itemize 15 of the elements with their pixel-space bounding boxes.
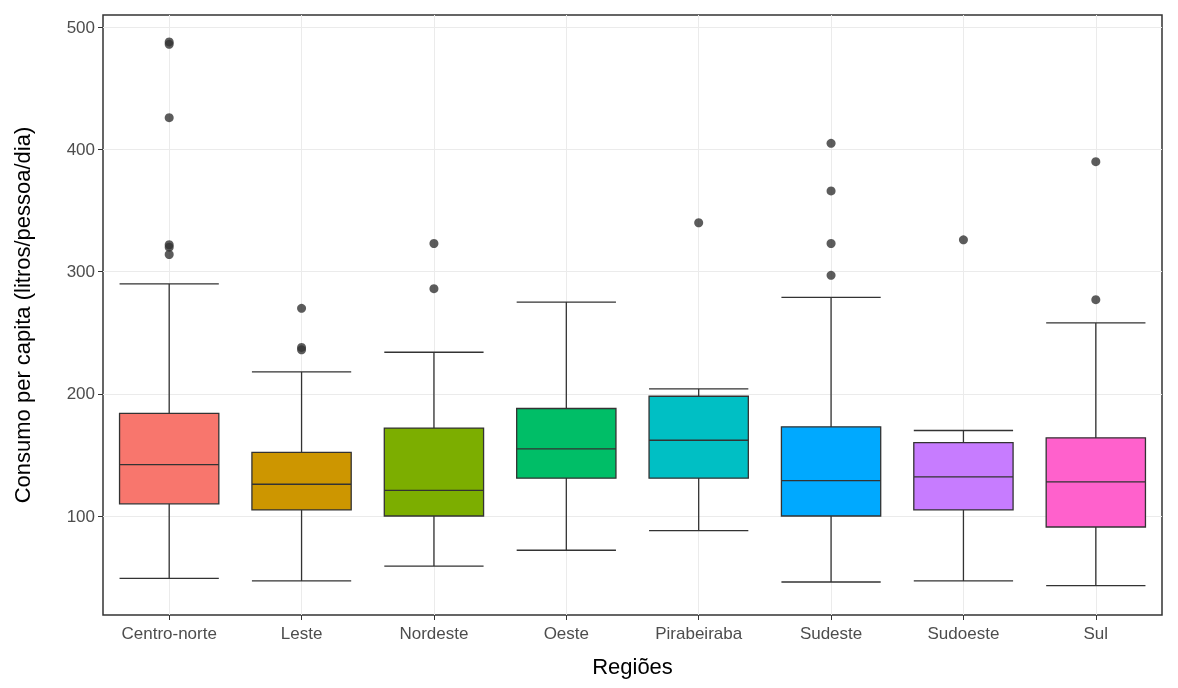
y-tick-label: 400 xyxy=(66,139,95,159)
y-tick-label: 300 xyxy=(66,262,95,282)
x-tick-label: Pirabeiraba xyxy=(655,624,743,643)
x-tick-label: Leste xyxy=(280,624,323,643)
x-tick-label: Centro-norte xyxy=(121,624,217,643)
x-axis-title: Regiões xyxy=(592,653,673,679)
y-tick-label: 200 xyxy=(66,384,95,404)
x-tick-label: Nordeste xyxy=(399,624,469,643)
x-tick-label: Sudoeste xyxy=(927,624,1000,643)
x-tick-label: Oeste xyxy=(543,624,589,643)
x-tick-label: Sul xyxy=(1083,624,1109,643)
y-tick-label: 500 xyxy=(66,17,95,37)
y-tick-label: 100 xyxy=(66,506,95,526)
y-axis-title: Consumo per capita (litros/pessoa/dia) xyxy=(9,126,35,504)
x-tick-label: Sudeste xyxy=(799,624,863,643)
